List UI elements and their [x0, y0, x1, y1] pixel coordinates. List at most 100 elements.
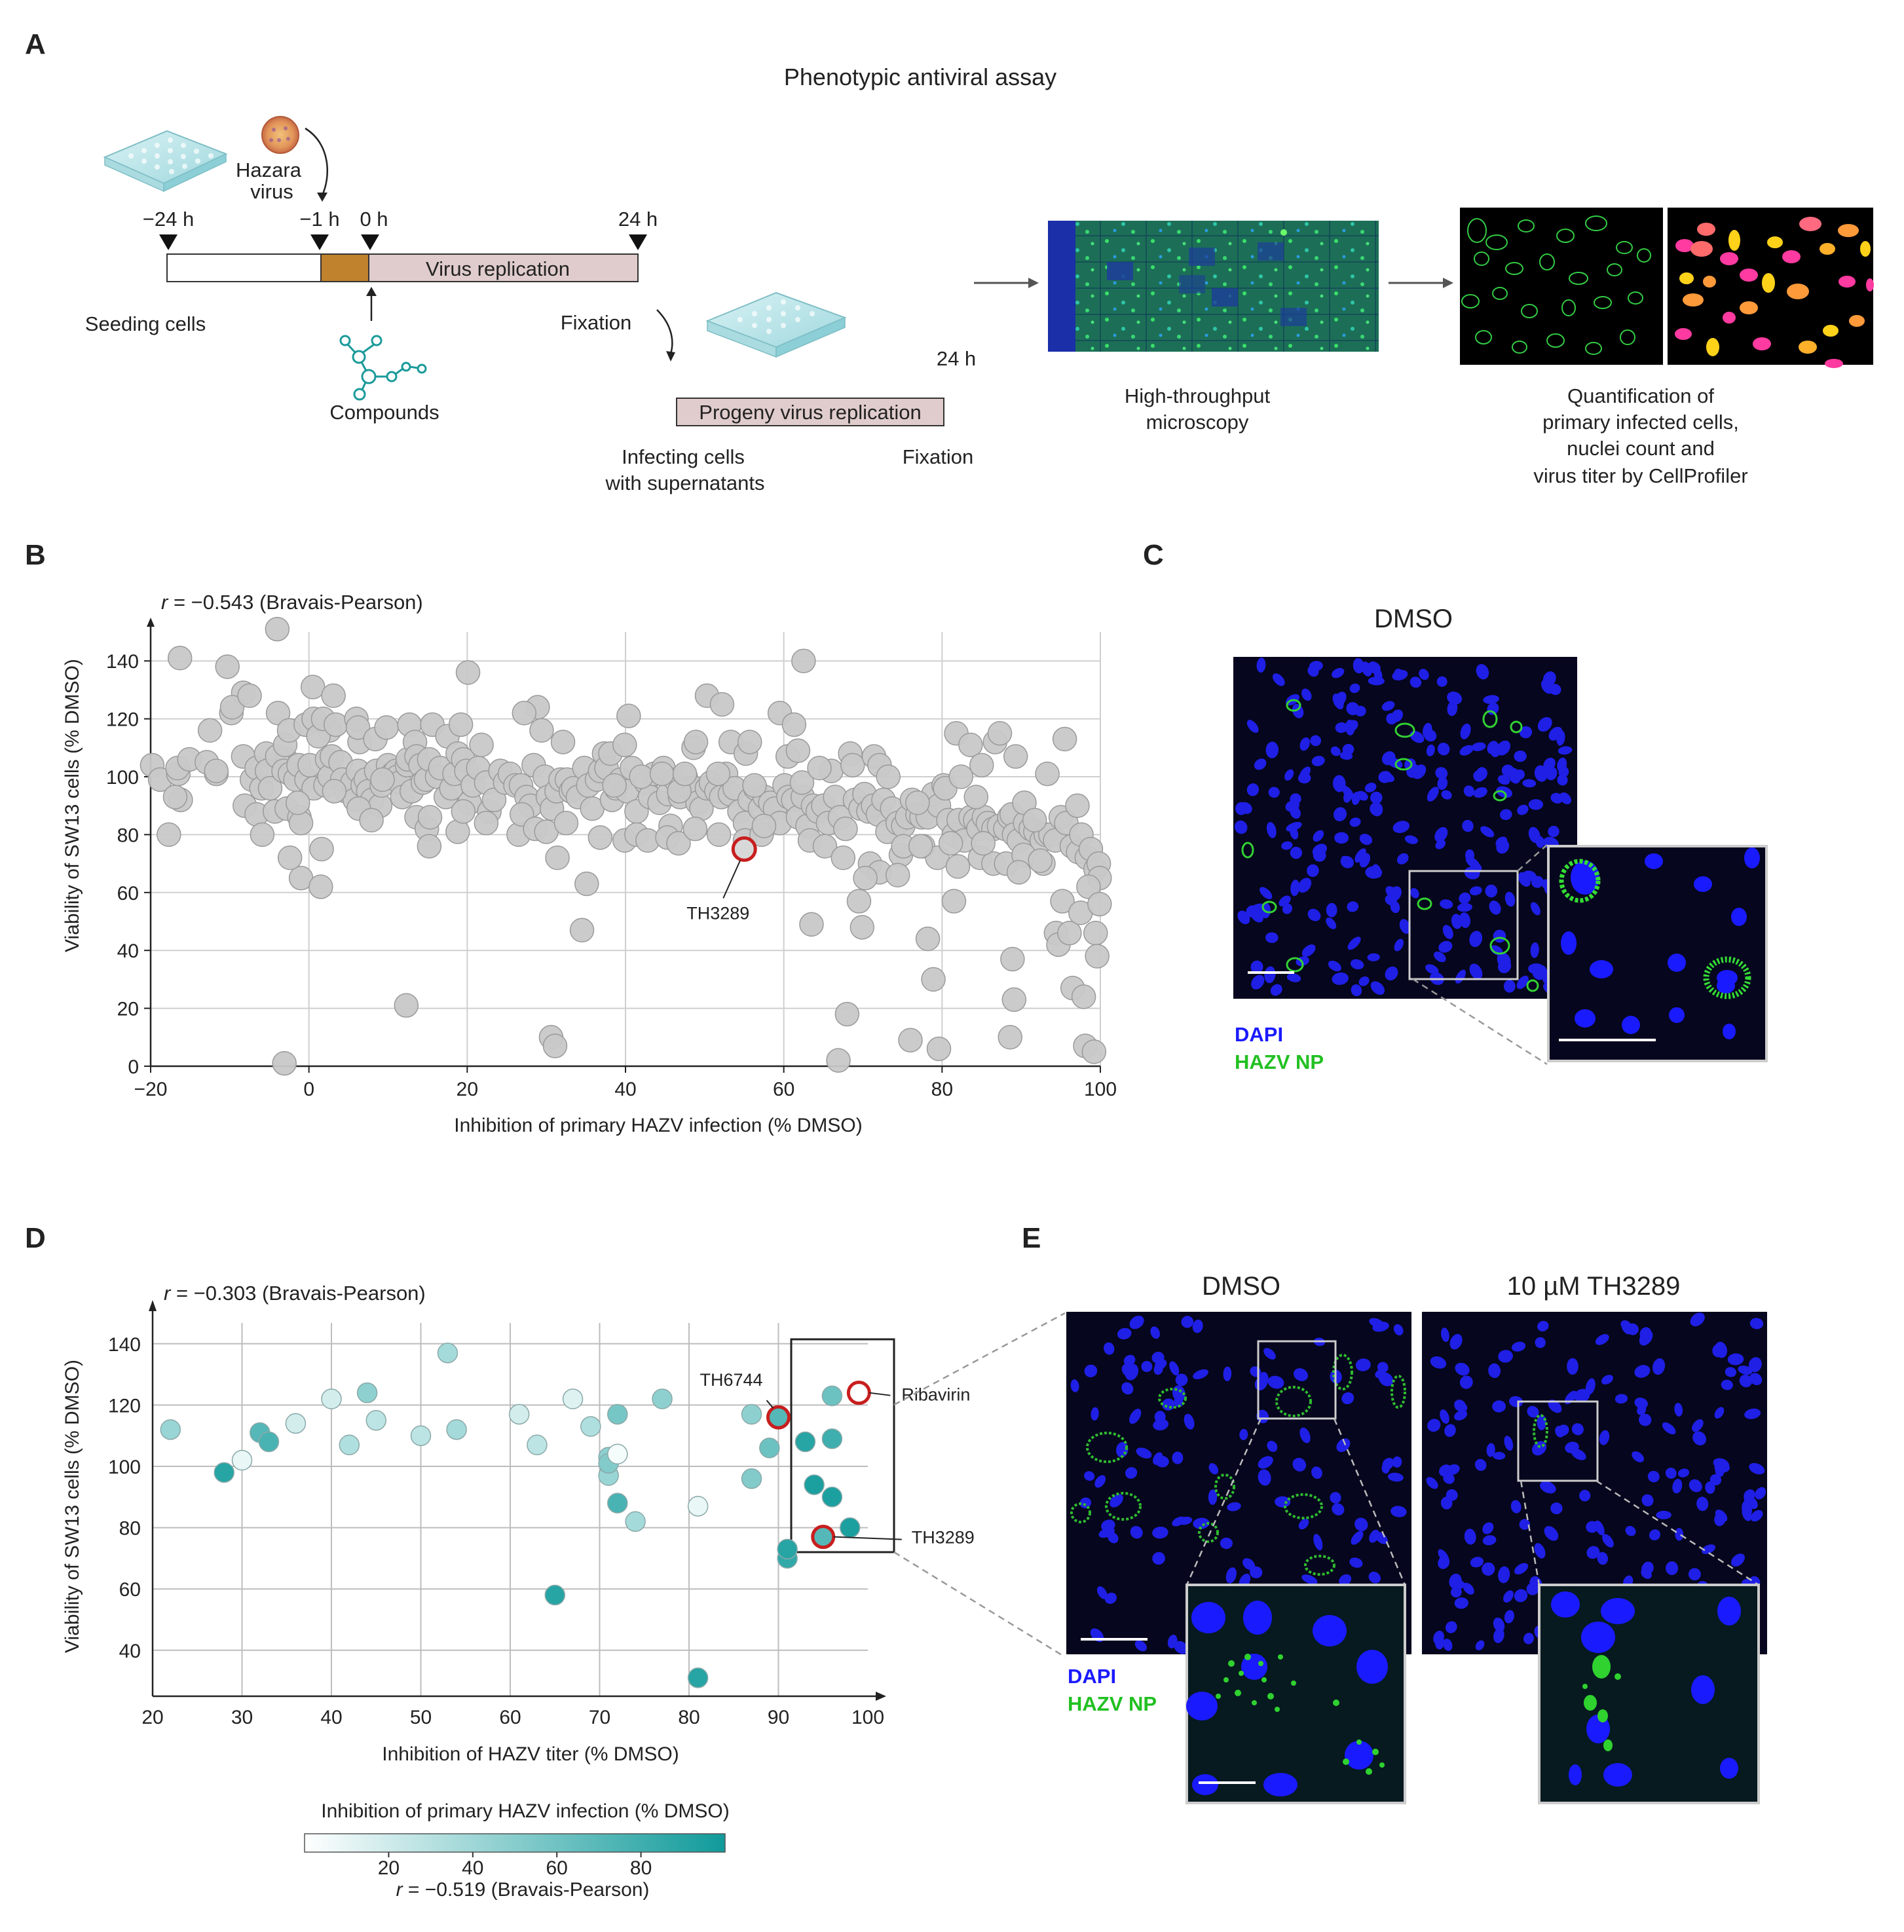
chart-b-ytick-label: 20: [117, 999, 139, 1020]
chart-b-point: [308, 874, 333, 899]
panel-e-dmso-nucleus: [1110, 1494, 1123, 1508]
compound-structure-icon: [339, 335, 427, 401]
panel-e-th3289-nucleus: [1738, 1365, 1753, 1375]
chart-b-xtick-label: 80: [931, 1079, 953, 1100]
panel-e-dmso-nucleus: [1242, 1558, 1256, 1570]
chart-b-point: [840, 752, 865, 778]
panel-e-dmso-nucleus: [1392, 1456, 1402, 1468]
chart-d-xlabel: Inhibition of HAZV titer (% DMSO): [382, 1743, 679, 1765]
panel-c-nucleus: [1496, 839, 1510, 854]
panel-c-nucleus: [1436, 676, 1447, 687]
panel-e-th3289-nucleus: [1649, 1529, 1661, 1541]
panel-e-th3289-nucleus: [1727, 1353, 1744, 1365]
chart-b-point: [481, 787, 507, 813]
chart-b-xlabel: Inhibition of primary HAZV infection (% …: [454, 1115, 863, 1136]
chart-b-point: [1050, 889, 1075, 914]
chart-b-point: [417, 805, 443, 830]
panel-c-nucleus: [1491, 745, 1502, 758]
chart-b-point: [751, 813, 777, 838]
panel-c-nucleus: [1310, 735, 1322, 747]
panel-c-nucleus: [1530, 902, 1540, 916]
chart-d-xtick-label: 70: [589, 1707, 610, 1728]
chart-b-point: [219, 695, 245, 720]
panel-e-th3289-nucleus: [1692, 1419, 1704, 1432]
panel-e-dmso-nucleus: [1152, 1527, 1168, 1539]
panel-e-dmso-nucleus: [1311, 1466, 1322, 1479]
panel-c-nucleus: [1353, 658, 1364, 674]
panel-c-nucleus: [1548, 825, 1559, 838]
chart-b-point: [417, 834, 442, 859]
panel-c-nucleus: [1497, 952, 1511, 969]
chart-b-xtick-label: 60: [773, 1079, 794, 1100]
chart-b-point: [1087, 891, 1112, 917]
chart-d-highlights: TH6744 Ribavirin TH3289: [700, 1370, 975, 1550]
panel-c-nucleus: [1471, 742, 1486, 751]
chart-b-point: [998, 1025, 1022, 1050]
color-scale-label: Inhibition of primary HAZV infection (% …: [321, 1800, 730, 1822]
panel-e-th3289-nucleus: [1571, 1448, 1586, 1460]
chart-d-point: [562, 1388, 584, 1409]
chart-d-ylabel: Viability of SW13 cells (% DMSO): [62, 1360, 83, 1653]
virus-replication-label: Virus replication: [426, 257, 570, 280]
panel-c-nucleus: [1307, 864, 1319, 878]
chart-b-point: [1071, 984, 1096, 1009]
panel-c-nucleus: [1299, 766, 1311, 781]
panel-c-nucleus: [1409, 677, 1422, 688]
panel-c-nuclei: [1234, 658, 1573, 997]
panel-c-nucleus: [1260, 887, 1273, 899]
panel-e-th3289-nucleus: [1721, 1379, 1733, 1390]
panel-c-nucleus: [1534, 765, 1548, 782]
panel-e-dmso-nucleus: [1104, 1592, 1117, 1604]
panel-e-th3289-nucleus: [1433, 1630, 1444, 1645]
panel-e-th3289-nucleus: [1696, 1496, 1709, 1512]
zoom-line-e4: [1596, 1479, 1759, 1586]
chart-b-highlight: TH3289: [686, 836, 757, 923]
chart-d-ytick-label: 40: [119, 1641, 141, 1662]
panel-e-th3289-nucleus: [1440, 1409, 1449, 1424]
panel-e-dmso-nucleus: [1136, 1447, 1152, 1459]
panel-c-nucleus: [1290, 880, 1300, 897]
panel-e-dmso-nucleus: [1094, 1475, 1106, 1488]
chart-b-xtick-label: 20: [457, 1079, 478, 1100]
panel-c-nucleus: [1530, 942, 1539, 958]
chart-b-point: [370, 767, 395, 792]
panel-c-nucleus: [1469, 931, 1483, 948]
chart-b-point: [915, 926, 941, 952]
microscopy-label-1: High-throughput: [1125, 384, 1271, 407]
panel-c-nucleus: [1469, 886, 1482, 896]
chart-b-point: [1085, 944, 1110, 969]
chart-b-xtick-label: 40: [614, 1079, 636, 1100]
chart-b-point: [921, 967, 946, 992]
panel-e-th3289-nucleus: [1441, 1328, 1449, 1342]
panel-c-nucleus: [1463, 785, 1475, 797]
panel-e-dmso-nucleus: [1368, 1571, 1381, 1584]
panel-c-nucleus: [1347, 937, 1361, 950]
chart-b-point: [545, 845, 570, 870]
chart-b-point: [542, 1033, 568, 1058]
panel-e-dmso-nucleus: [1098, 1527, 1115, 1538]
panel-e-th3289-nucleus: [1579, 1489, 1591, 1502]
panel-e-dmso-nucleus: [1103, 1342, 1115, 1355]
panel-label-b: B: [25, 539, 46, 571]
panel-c-nucleus: [1419, 669, 1429, 680]
chart-b-point: [969, 752, 994, 778]
chart-d-highlight-label: TH3289: [912, 1528, 975, 1548]
panel-c-nucleus: [1480, 826, 1495, 838]
chart-d-point: [625, 1511, 646, 1532]
panel-c-nucleus: [1339, 751, 1353, 760]
panel-e-dmso-nucleus: [1153, 1452, 1163, 1465]
panel-e-dmso-nucleus: [1121, 1382, 1134, 1395]
panel-e-th3289-nucleus: [1701, 1544, 1716, 1554]
panel-e-dmso-infected: [1070, 1354, 1406, 1576]
chart-b-point: [846, 889, 872, 914]
panel-c-nucleus: [1459, 745, 1474, 756]
chart-d-point: [821, 1428, 843, 1449]
panel-c-nucleus: [1476, 663, 1489, 680]
chart-b-point: [945, 854, 971, 879]
panel-e-dmso-nucleus: [1153, 1364, 1163, 1375]
chart-d-point: [446, 1419, 467, 1440]
panel-c-title: DMSO: [1374, 604, 1453, 633]
panel-c-nucleus: [1358, 976, 1370, 986]
chart-b-point: [826, 1048, 851, 1073]
seeding-cells-label: Seeding cells: [85, 312, 206, 335]
